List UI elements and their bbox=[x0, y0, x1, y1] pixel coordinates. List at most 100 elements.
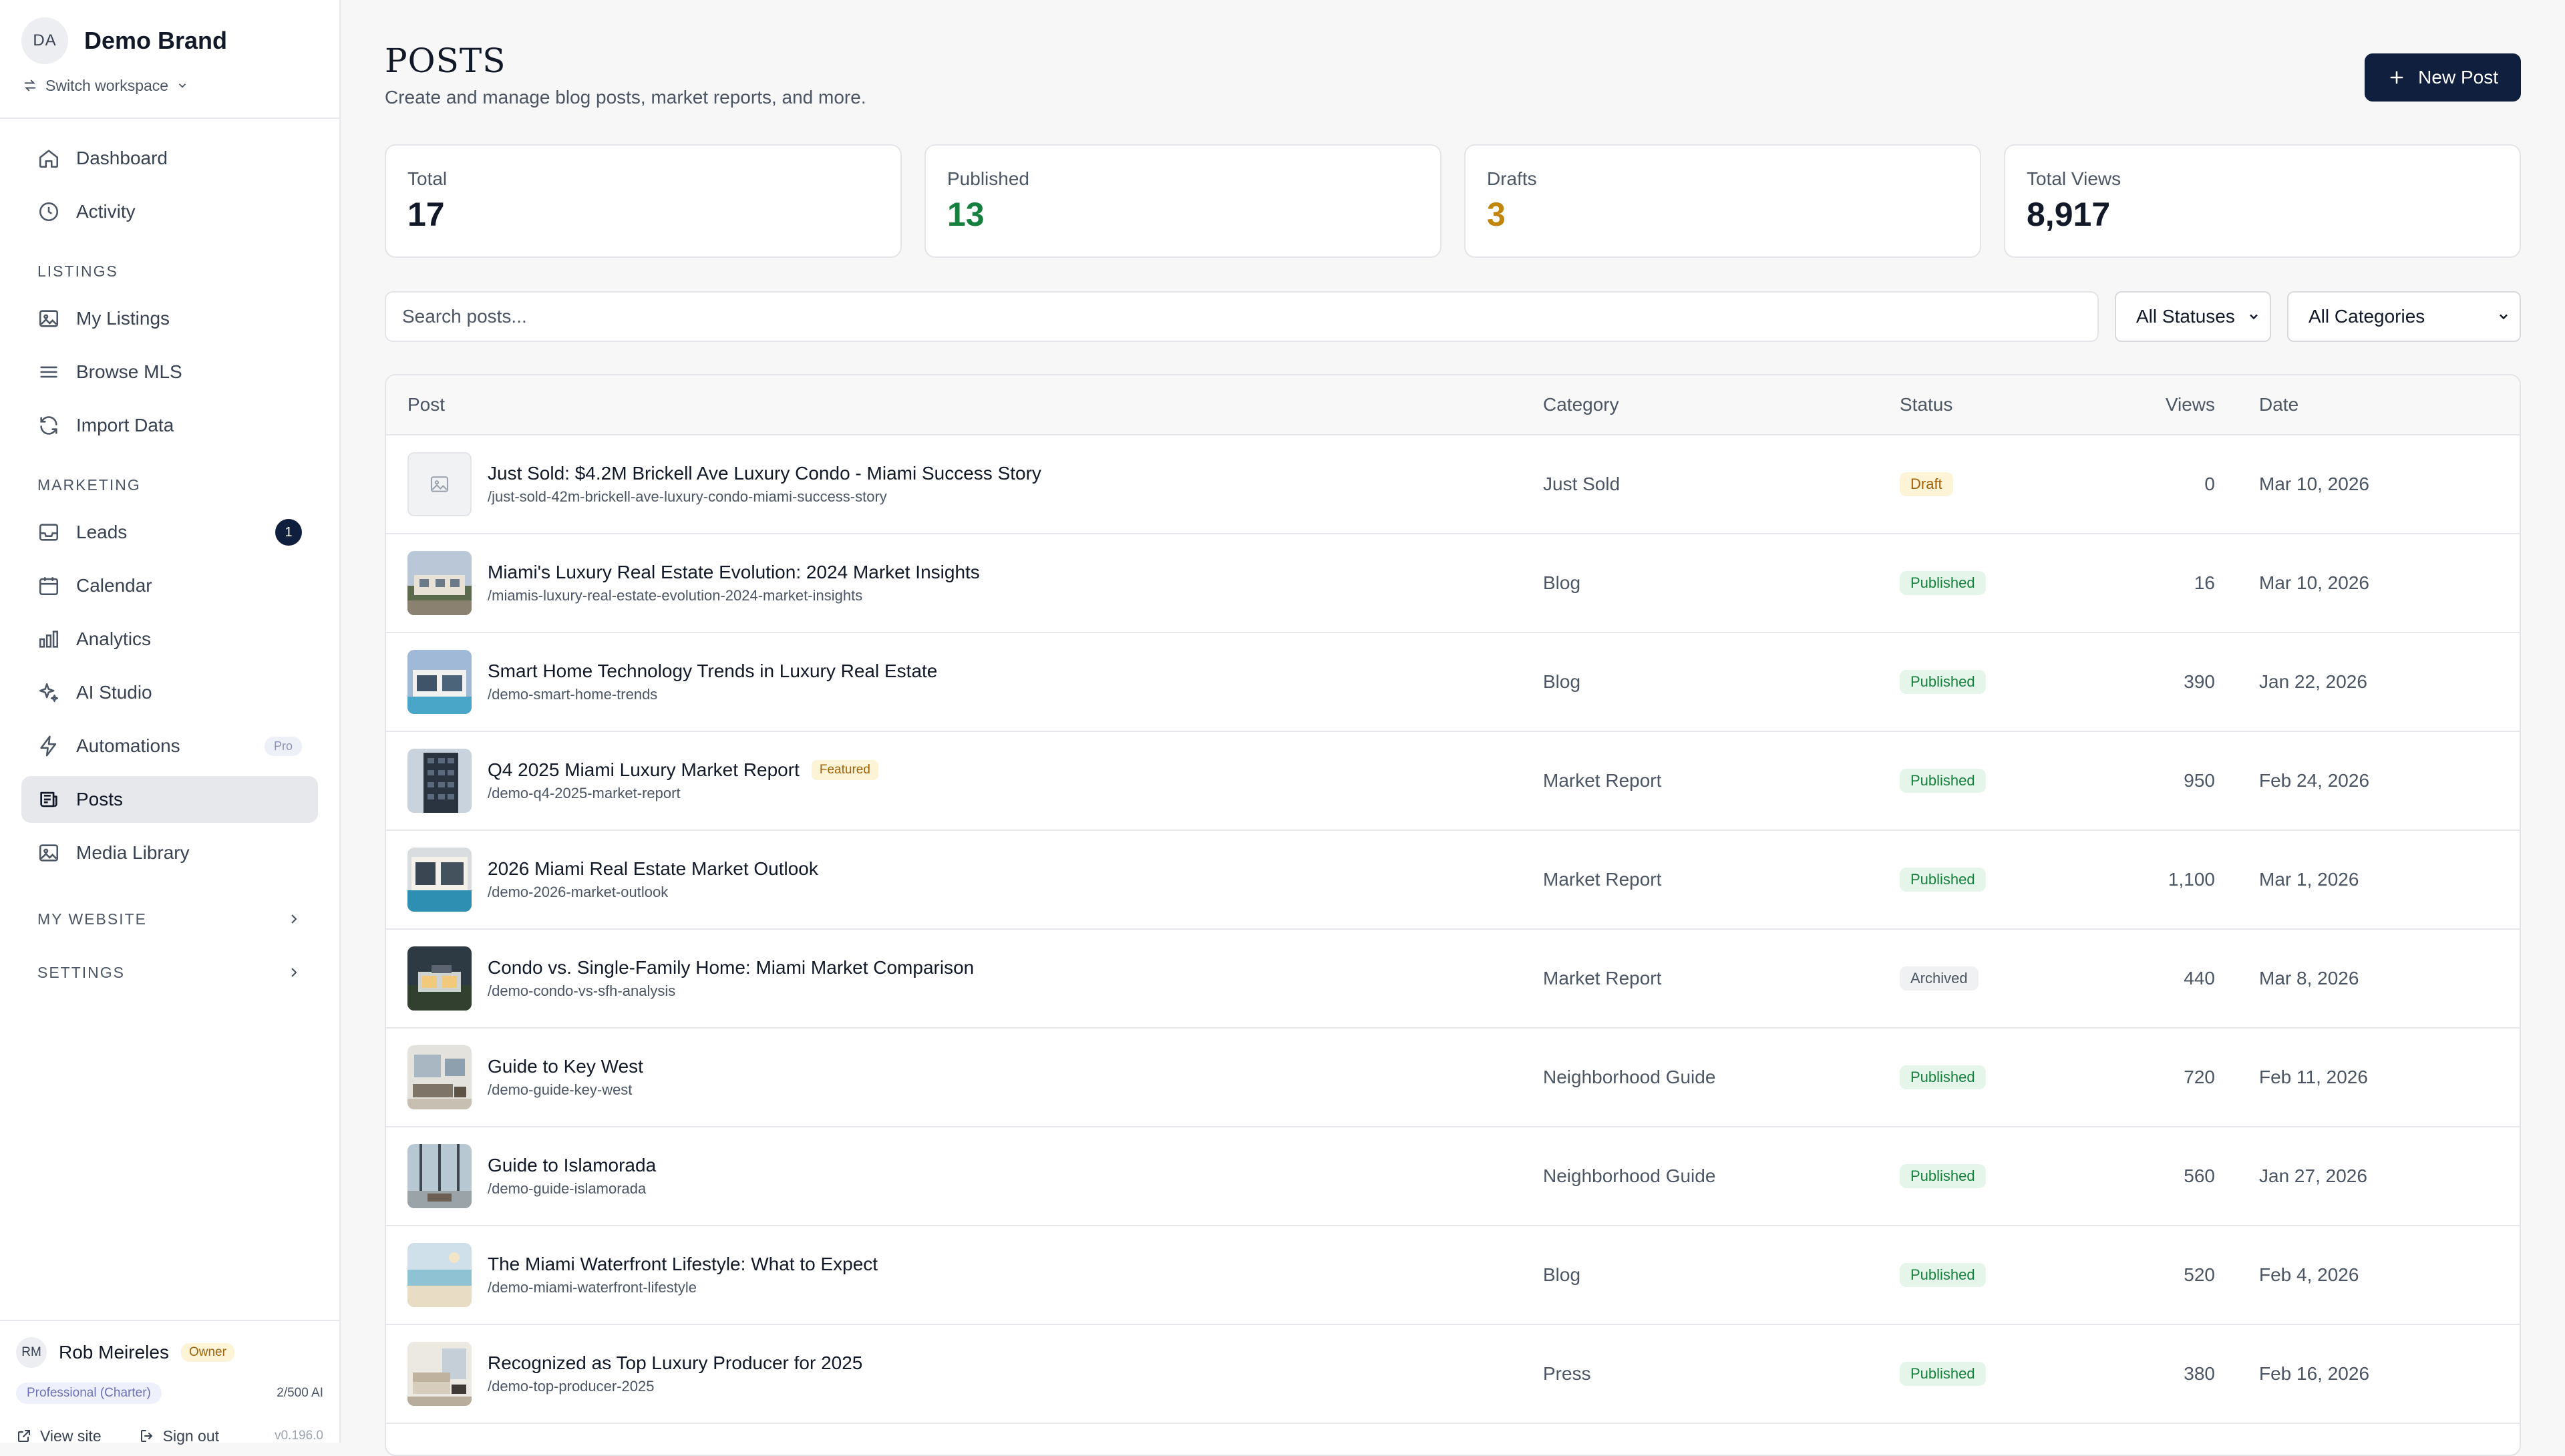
post-thumbnail bbox=[407, 946, 472, 1011]
sidebar-item-posts[interactable]: Posts bbox=[21, 776, 318, 823]
post-title[interactable]: Q4 2025 Miami Luxury Market Report bbox=[488, 759, 800, 780]
plan-badge: Professional (Charter) bbox=[16, 1383, 162, 1404]
post-text: Just Sold: $4.2M Brickell Ave Luxury Con… bbox=[488, 463, 1041, 506]
sidebar-item-automations[interactable]: Automations Pro bbox=[21, 723, 318, 769]
post-title[interactable]: Smart Home Technology Trends in Luxury R… bbox=[488, 661, 938, 681]
sidebar-item-ai-studio[interactable]: AI Studio bbox=[21, 669, 318, 716]
table-row[interactable]: Recognized as Top Luxury Producer for 20… bbox=[386, 1325, 2520, 1424]
sign-out-label: Sign out bbox=[162, 1427, 220, 1445]
my-website-label: MY WEBSITE bbox=[37, 910, 147, 928]
stat-value: 17 bbox=[407, 196, 445, 233]
post-title[interactable]: Condo vs. Single-Family Home: Miami Mark… bbox=[488, 957, 975, 978]
sidebar-item-leads[interactable]: Leads 1 bbox=[21, 509, 318, 556]
sidebar-item-calendar[interactable]: Calendar bbox=[21, 562, 318, 609]
plus-icon bbox=[2390, 71, 2403, 84]
plan-row: Professional (Charter) 2/500 AI bbox=[16, 1381, 323, 1405]
post-title[interactable]: Just Sold: $4.2M Brickell Ave Luxury Con… bbox=[488, 463, 1041, 484]
post-text: 2026 Miami Real Estate Market Outlook/de… bbox=[488, 858, 818, 901]
post-thumbnail bbox=[407, 848, 472, 912]
post-views: 0 bbox=[2204, 474, 2215, 494]
filters-bar: All Statuses All Categories bbox=[385, 291, 2521, 342]
status-badge: Published bbox=[1900, 1362, 1986, 1386]
table-row[interactable]: Miami's Luxury Real Estate Evolution: 20… bbox=[386, 534, 2520, 633]
sidebar-footer: RM Rob Meireles Owner Professional (Char… bbox=[0, 1320, 339, 1445]
sidebar-item-my-listings[interactable]: My Listings bbox=[21, 295, 318, 342]
switch-workspace-button[interactable]: Switch workspace bbox=[0, 61, 339, 99]
status-cell: Published bbox=[1900, 670, 2113, 694]
sidebar-item-dashboard[interactable]: Dashboard bbox=[21, 135, 318, 182]
table-row[interactable]: Smart Home Technology Trends in Luxury R… bbox=[386, 633, 2520, 732]
table-header: Post Category Status Views Date bbox=[386, 375, 2520, 435]
table-row[interactable]: Guide to Key West/demo-guide-key-west Nei… bbox=[386, 1029, 2520, 1127]
status-cell: Published bbox=[1900, 868, 2113, 892]
post-cell: Guide to Islamorada/demo-guide-islamorad… bbox=[386, 1144, 1543, 1208]
column-header-views[interactable]: Views bbox=[2165, 394, 2215, 415]
sidebar-item-media-library[interactable]: Media Library bbox=[21, 830, 318, 876]
column-header-category[interactable]: Category bbox=[1543, 394, 1619, 415]
my-website-toggle[interactable]: MY WEBSITE bbox=[21, 894, 318, 944]
stat-value: 8,917 bbox=[2027, 196, 2111, 233]
post-text: Smart Home Technology Trends in Luxury R… bbox=[488, 661, 937, 703]
post-text: Miami's Luxury Real Estate Evolution: 20… bbox=[488, 562, 980, 604]
post-title-row: Q4 2025 Miami Luxury Market Report Featur… bbox=[488, 759, 878, 781]
status-filter-select[interactable]: All Statuses bbox=[2115, 291, 2271, 342]
post-title[interactable]: Guide to Islamorada bbox=[488, 1155, 657, 1175]
category-filter-value: All Categories bbox=[2308, 306, 2425, 327]
sidebar-item-activity[interactable]: Activity bbox=[21, 188, 318, 235]
post-cell: Miami's Luxury Real Estate Evolution: 20… bbox=[386, 551, 1543, 615]
column-header-post[interactable]: Post bbox=[407, 394, 446, 415]
post-category: Blog bbox=[1543, 572, 1581, 593]
post-thumbnail bbox=[407, 1342, 472, 1406]
category-filter-select[interactable]: All Categories bbox=[2287, 291, 2521, 342]
role-badge: Owner bbox=[180, 1343, 234, 1362]
post-cell: Guide to Key West/demo-guide-key-west bbox=[386, 1045, 1543, 1109]
status-badge: Published bbox=[1900, 1164, 1986, 1188]
table-row[interactable]: Condo vs. Single-Family Home: Miami Mark… bbox=[386, 930, 2520, 1029]
stat-label: Drafts bbox=[1487, 168, 1537, 189]
sidebar-item-import-data[interactable]: Import Data bbox=[21, 402, 318, 449]
view-site-link[interactable]: View site bbox=[16, 1427, 102, 1445]
post-title[interactable]: 2026 Miami Real Estate Market Outlook bbox=[488, 858, 818, 879]
sidebar-divider bbox=[0, 118, 339, 119]
sidebar-item-analytics[interactable]: Analytics bbox=[21, 616, 318, 663]
table-row[interactable]: Guide to Islamorada/demo-guide-islamorad… bbox=[386, 1127, 2520, 1226]
sidebar-item-browse-mls[interactable]: Browse MLS bbox=[21, 349, 318, 395]
post-date: Feb 4, 2026 bbox=[2259, 1264, 2359, 1285]
table-row[interactable]: Just Sold: $4.2M Brickell Ave Luxury Con… bbox=[386, 435, 2520, 534]
sidebar-item-label: AI Studio bbox=[76, 682, 152, 703]
stat-value: 13 bbox=[947, 196, 985, 233]
post-text: Condo vs. Single-Family Home: Miami Mark… bbox=[488, 957, 974, 1000]
stat-card-published: Published 13 bbox=[924, 144, 1441, 258]
search-input[interactable] bbox=[385, 291, 2099, 342]
home-icon bbox=[39, 150, 59, 168]
stat-card-total-views: Total Views 8,917 bbox=[2004, 144, 2521, 258]
table-row[interactable]: Q4 2025 Miami Luxury Market Report Featur… bbox=[386, 732, 2520, 831]
post-category: Blog bbox=[1543, 1264, 1581, 1285]
sparkles-icon bbox=[39, 683, 59, 703]
post-title[interactable]: The Miami Waterfront Lifestyle: What to … bbox=[488, 1254, 878, 1274]
sign-out-link[interactable]: Sign out bbox=[139, 1427, 219, 1445]
table-row[interactable]: 2026 Miami Real Estate Market Outlook/de… bbox=[386, 831, 2520, 930]
bar-chart-icon bbox=[39, 630, 59, 648]
image-icon bbox=[39, 844, 59, 862]
external-link-icon bbox=[18, 1430, 30, 1442]
settings-toggle[interactable]: SETTINGS bbox=[21, 947, 318, 998]
image-icon bbox=[39, 310, 59, 327]
post-date: Jan 27, 2026 bbox=[2259, 1165, 2367, 1186]
column-header-date[interactable]: Date bbox=[2259, 394, 2299, 415]
table-row[interactable]: The Miami Waterfront Lifestyle: What to … bbox=[386, 1226, 2520, 1325]
post-title[interactable]: Guide to Key West bbox=[488, 1056, 643, 1077]
column-header-status[interactable]: Status bbox=[1900, 394, 1953, 415]
new-post-button[interactable]: New Post bbox=[2365, 53, 2521, 102]
status-cell: Archived bbox=[1900, 966, 2113, 990]
post-slug: /miamis-luxury-real-estate-evolution-202… bbox=[488, 587, 863, 604]
sidebar-item-label: Dashboard bbox=[76, 148, 168, 168]
workspace-avatar: DA bbox=[21, 17, 68, 64]
post-slug: /demo-condo-vs-sfh-analysis bbox=[488, 982, 676, 999]
status-cell: Published bbox=[1900, 769, 2113, 793]
post-slug: /demo-miami-waterfront-lifestyle bbox=[488, 1279, 697, 1296]
post-title[interactable]: Miami's Luxury Real Estate Evolution: 20… bbox=[488, 562, 980, 582]
sidebar-item-label: Automations bbox=[76, 735, 180, 756]
post-date: Jan 22, 2026 bbox=[2259, 671, 2367, 692]
post-title[interactable]: Recognized as Top Luxury Producer for 20… bbox=[488, 1352, 863, 1373]
